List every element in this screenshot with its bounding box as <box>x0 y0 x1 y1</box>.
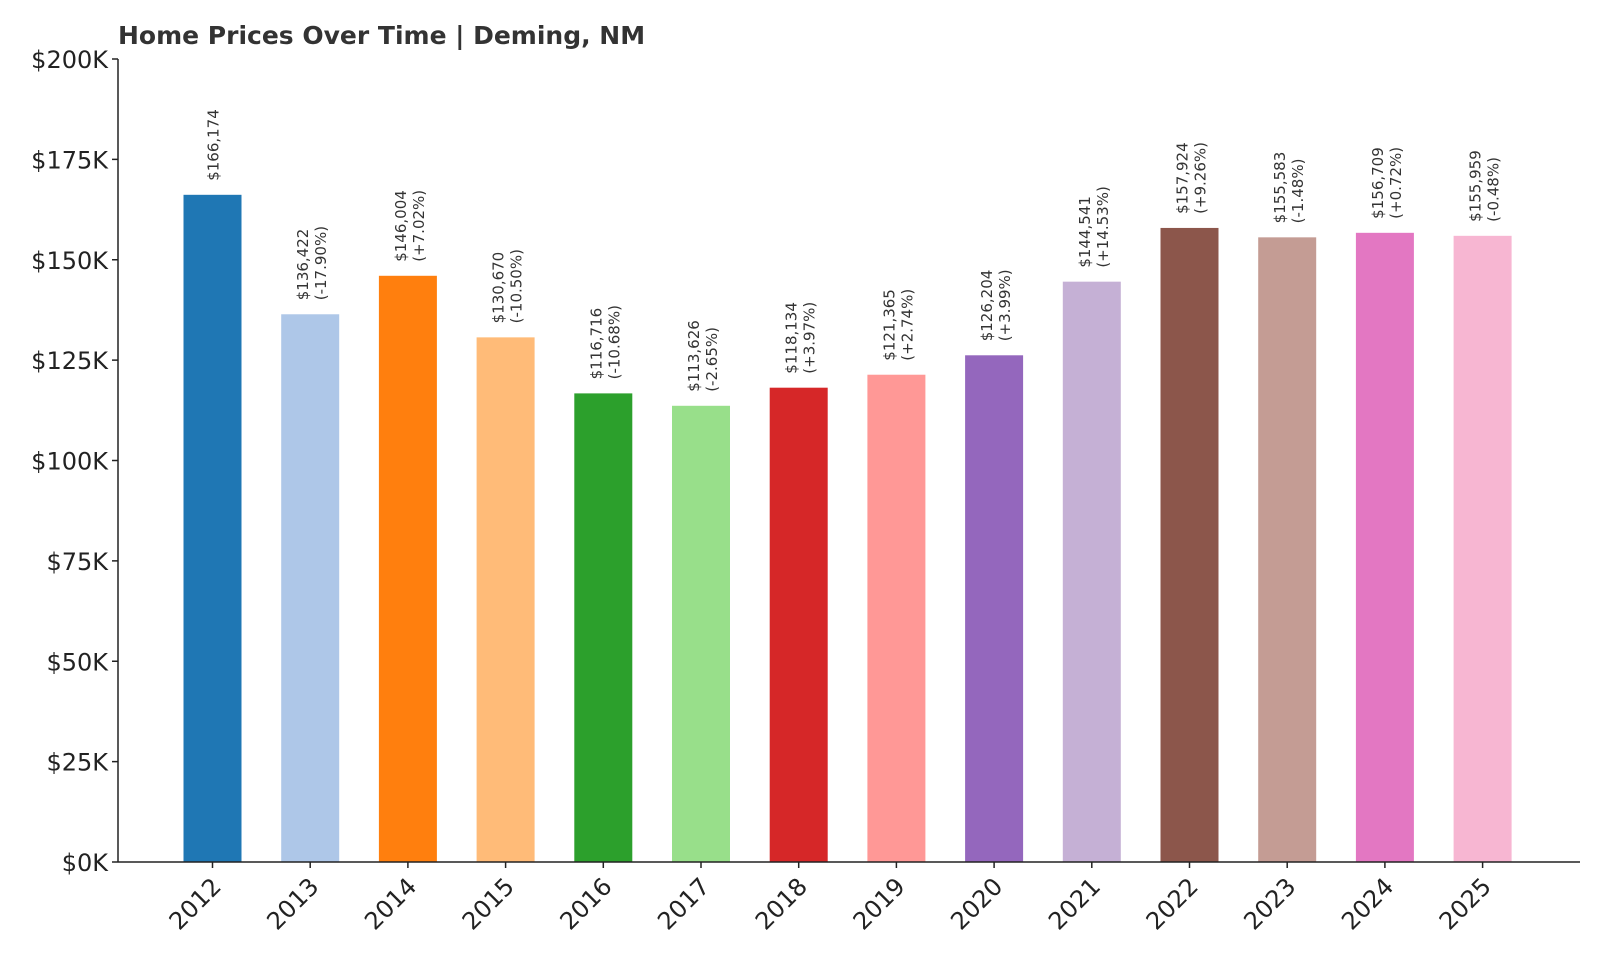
x-tick-label: 2020 <box>945 872 1008 935</box>
y-tick-label: $100K <box>31 448 109 476</box>
data-label-value: $157,924 <box>1174 142 1192 214</box>
data-label-change: (-10.68%) <box>605 305 623 379</box>
bar <box>1258 237 1317 863</box>
bar <box>183 194 242 862</box>
chart-title: Home Prices Over Time | Deming, NM <box>118 21 645 50</box>
data-label-change: (-1.48%) <box>1289 159 1307 224</box>
data-label-change: (+9.26%) <box>1192 142 1210 214</box>
bar <box>281 314 340 863</box>
data-label-change: (+0.72%) <box>1387 147 1405 219</box>
bar <box>574 393 633 862</box>
data-label-value: $121,365 <box>880 289 898 361</box>
x-tick-label: 2018 <box>750 872 813 935</box>
data-label-change: (-0.48%) <box>1485 157 1503 222</box>
bar <box>769 387 828 862</box>
data-label-change: (+3.97%) <box>801 302 819 374</box>
bar <box>476 337 535 862</box>
x-tick-label: 2025 <box>1434 872 1497 935</box>
bar <box>867 374 926 862</box>
x-tick-label: 2014 <box>359 872 422 935</box>
data-label-value: $136,422 <box>294 229 312 301</box>
y-tick-label: $50K <box>46 648 109 676</box>
data-label-value: $166,174 <box>205 109 223 181</box>
y-tick-label: $150K <box>31 247 109 275</box>
bar <box>965 355 1024 862</box>
data-label-value: $130,670 <box>490 252 508 324</box>
bar <box>1160 227 1219 863</box>
y-tick-label: $25K <box>46 749 109 777</box>
y-tick-label: $0K <box>62 849 110 877</box>
data-labels-group: $166,174 $136,422 (-17.90%) $146,004 (+7.02%… <box>205 109 1503 392</box>
data-label-value: $146,004 <box>392 190 410 262</box>
x-tick-label: 2024 <box>1336 872 1399 935</box>
x-tick-label: 2022 <box>1141 872 1204 935</box>
data-label-change: (+3.99%) <box>996 269 1014 341</box>
y-axis: $0K $25K $50K $75K $100K $125K $150K $175K $200K <box>31 46 119 877</box>
x-tick-label: 2017 <box>652 872 715 935</box>
x-axis: 2012 2013 2014 2015 2016 2017 2018 2019 2020 2021… <box>118 861 1580 935</box>
data-label-value: $118,134 <box>783 302 801 374</box>
x-tick-label: 2023 <box>1238 872 1301 935</box>
x-tick-label: 2015 <box>457 872 520 935</box>
bar <box>672 405 730 862</box>
data-label-value: $116,716 <box>587 308 605 380</box>
y-tick-label: $200K <box>31 46 109 74</box>
data-label-change: (+2.74%) <box>898 289 916 361</box>
y-tick-label: $125K <box>31 347 109 375</box>
y-tick-label: $75K <box>46 548 109 576</box>
data-label-change: (-2.65%) <box>703 327 721 392</box>
data-label-value: $113,626 <box>685 320 703 392</box>
bar <box>1062 281 1121 863</box>
data-label-change: (-17.90%) <box>312 226 330 300</box>
y-tick-label: $175K <box>31 146 109 174</box>
x-tick-label: 2019 <box>848 872 911 935</box>
data-label-value: $155,959 <box>1467 150 1485 222</box>
x-tick-label: 2013 <box>261 872 324 935</box>
data-label-value: $156,709 <box>1369 147 1387 219</box>
bars-group <box>183 194 1512 863</box>
data-label-value: $155,583 <box>1271 152 1289 224</box>
data-label-change: (+14.53%) <box>1094 186 1112 267</box>
bar <box>378 275 437 862</box>
x-tick-label: 2021 <box>1043 872 1106 935</box>
data-label-change: (+7.02%) <box>410 190 428 262</box>
x-tick-label: 2012 <box>164 872 227 935</box>
bar <box>1355 232 1414 863</box>
data-label-value: $126,204 <box>978 270 996 342</box>
data-label-value: $144,541 <box>1076 196 1094 268</box>
x-tick-label: 2016 <box>555 872 618 935</box>
bar <box>1453 235 1512 863</box>
data-label-change: (-10.50%) <box>508 249 526 323</box>
